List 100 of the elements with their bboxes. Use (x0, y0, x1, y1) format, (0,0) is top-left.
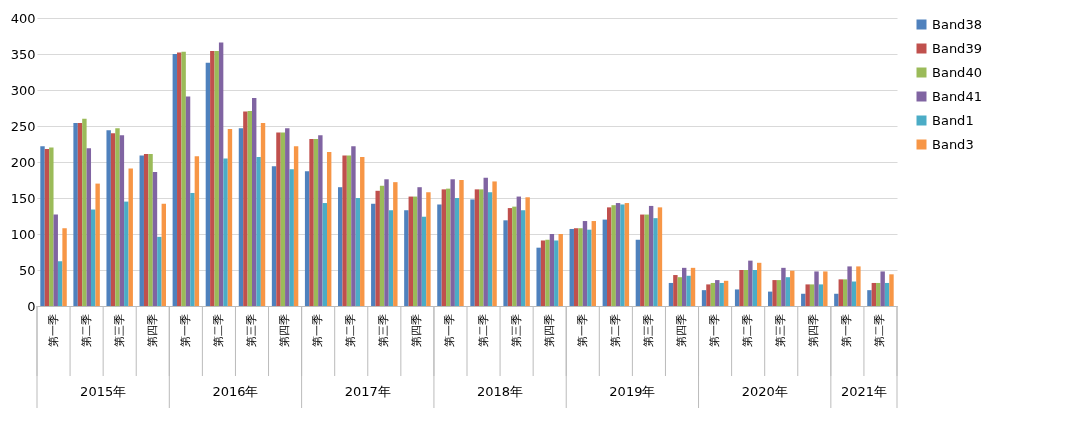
bar (177, 52, 182, 306)
x-tick-label: 第三季 (641, 314, 655, 347)
y-tick-label: 250 (10, 118, 36, 134)
bar (426, 192, 431, 306)
bar (243, 111, 248, 306)
bar (260, 123, 266, 306)
bar (578, 228, 583, 306)
y-tick-label: 100 (10, 226, 36, 242)
bar (124, 201, 129, 306)
bar (558, 234, 563, 306)
bar (417, 187, 422, 306)
x-tick-label: 第四季 (145, 314, 159, 347)
bar (289, 169, 294, 306)
bar (157, 236, 162, 306)
bar (82, 118, 87, 306)
bar (503, 220, 508, 306)
bar (743, 270, 749, 306)
bar (293, 146, 299, 306)
bar (624, 203, 630, 306)
bar (280, 132, 286, 306)
legend-label: Band38 (932, 16, 982, 32)
bar (304, 171, 310, 306)
y-tick-label: 400 (10, 10, 36, 26)
bar (867, 290, 872, 306)
bar (95, 183, 100, 306)
bar (719, 282, 724, 306)
bar (470, 199, 475, 306)
bar (876, 282, 881, 306)
bar (238, 128, 244, 306)
bar (602, 219, 608, 306)
x-tick-label: 第四季 (542, 314, 556, 347)
legend-label: Band41 (932, 88, 982, 104)
bar (690, 267, 696, 306)
bar (342, 155, 347, 306)
bar (545, 239, 550, 306)
bar (227, 128, 233, 306)
bar (723, 280, 729, 306)
bar (128, 168, 133, 306)
y-tick-label: 50 (18, 262, 36, 278)
bar (181, 51, 186, 306)
bar (686, 275, 691, 306)
bar (256, 156, 261, 306)
bar (194, 156, 200, 306)
x-tick-label: 第四季 (807, 314, 821, 347)
bar (479, 189, 484, 306)
legend-label: Band1 (932, 112, 974, 128)
bar (441, 189, 447, 306)
bar (706, 284, 711, 306)
bar (379, 185, 385, 306)
bar (739, 270, 744, 306)
text: 2015年 (80, 384, 127, 399)
bar (809, 284, 815, 306)
bar (785, 277, 791, 306)
bar (404, 210, 409, 306)
x-tick-label: 第三季 (245, 314, 258, 347)
bar (40, 146, 45, 306)
bar (375, 190, 380, 306)
bar (635, 239, 641, 306)
bar (880, 271, 885, 306)
bar (814, 271, 819, 306)
bar (247, 110, 252, 306)
bar (115, 128, 120, 306)
bar (346, 155, 352, 306)
bar (49, 147, 54, 306)
bar (355, 198, 361, 306)
bar (309, 138, 314, 306)
bar (172, 54, 178, 306)
bar (210, 51, 215, 306)
bar (823, 271, 828, 306)
x-tick-label: 第二季 (344, 314, 358, 347)
bar (271, 166, 277, 306)
y-tick-label: 350 (10, 46, 36, 62)
bar (110, 133, 116, 306)
bar (190, 192, 195, 306)
bar (668, 282, 674, 306)
bar (591, 221, 596, 306)
bar (889, 274, 894, 306)
legend-label: Band40 (932, 64, 982, 80)
x-tick-label: 第二季 (476, 314, 490, 347)
bar (214, 51, 219, 306)
bar (148, 154, 153, 306)
bar (644, 214, 649, 306)
bar (450, 179, 455, 306)
bar (790, 270, 795, 306)
bar (516, 196, 522, 306)
legend-label: Band3 (932, 136, 974, 152)
bar (715, 280, 720, 306)
bar (393, 182, 398, 306)
bar (611, 205, 616, 306)
bar (152, 172, 158, 306)
bar (781, 267, 786, 306)
x-tick-label: 第二季 (79, 314, 93, 347)
bar (540, 240, 546, 306)
x-tick-label: 第二季 (608, 314, 622, 347)
bar (615, 203, 621, 306)
bar (607, 207, 612, 306)
bar (569, 228, 574, 306)
text: 2019年 (609, 384, 656, 399)
bar (673, 275, 678, 306)
bar (223, 158, 228, 306)
